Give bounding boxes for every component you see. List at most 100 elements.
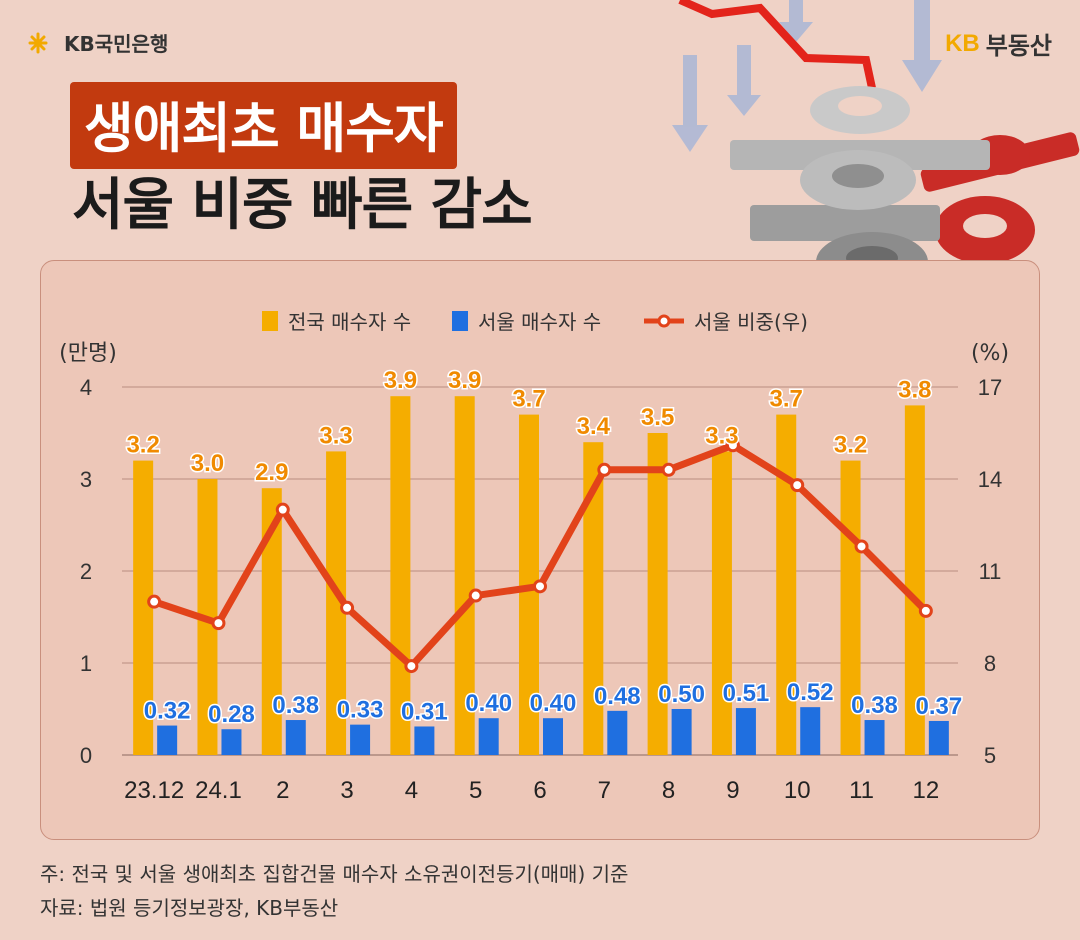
- kb-bank-logo: KB국민은행: [28, 28, 168, 57]
- y-right-tick: 8: [984, 651, 996, 676]
- x-tick-label: 8: [662, 777, 675, 804]
- seoul-share-point: [854, 539, 869, 554]
- seoul-value-label: 0.40: [530, 690, 577, 717]
- seoul-value-label: 0.51: [723, 680, 770, 707]
- brand-name: 부동산: [985, 32, 1052, 60]
- seoul-share-point: [147, 594, 162, 609]
- seoul-bar: [800, 707, 821, 755]
- seoul-bar: [543, 718, 563, 755]
- y-left-tick: 2: [80, 559, 92, 584]
- national-bar: [647, 433, 668, 755]
- brand-kb: KB: [945, 29, 980, 57]
- seoul-bar: [221, 729, 242, 755]
- seoul-bar: [864, 720, 885, 755]
- national-value-label: 3.9: [448, 367, 481, 394]
- legend-label: 서울 비중(우): [694, 310, 808, 334]
- legend-label: 전국 매수자 수: [288, 310, 411, 334]
- y-left-tick: 3: [80, 467, 92, 492]
- national-bar: [776, 414, 797, 755]
- seoul-value-label: 0.52: [787, 679, 834, 706]
- seoul-bar: [735, 708, 756, 755]
- x-tick-label: 9: [726, 777, 739, 804]
- national-value-label: 3.5: [641, 404, 674, 431]
- seoul-bar: [671, 709, 692, 755]
- x-tick-label: 23.12: [124, 777, 184, 804]
- national-bar: [261, 488, 282, 755]
- national-value-label: 3.9: [384, 367, 417, 394]
- national-value-label: 3.2: [126, 432, 159, 459]
- national-value-label: 3.0: [191, 450, 224, 477]
- seoul-value-label: 0.37: [915, 693, 962, 720]
- source-note: 자료: 법원 등기정보광장, KB부동산: [40, 896, 339, 920]
- y-left-tick: 4: [80, 375, 92, 400]
- x-tick-label: 6: [533, 777, 546, 804]
- seoul-share-point: [275, 502, 290, 517]
- legend-swatch: [452, 311, 468, 331]
- national-bar: [583, 442, 604, 755]
- seoul-bar: [478, 718, 499, 755]
- seoul-value-label: 0.48: [594, 683, 641, 710]
- seoul-value-label: 0.50: [658, 681, 705, 708]
- seoul-share-point: [404, 659, 419, 674]
- seoul-value-label: 0.40: [465, 690, 512, 717]
- seoul-share-point: [468, 588, 483, 603]
- x-tick-label: 7: [598, 777, 611, 804]
- y-right-unit: (%): [971, 341, 1009, 366]
- legend-label: 서울 매수자 수: [478, 310, 601, 334]
- seoul-value-label: 0.33: [337, 697, 384, 724]
- seoul-value-label: 0.28: [208, 701, 255, 728]
- national-value-label: 3.2: [834, 432, 867, 459]
- legend-swatch: [657, 314, 671, 328]
- seoul-value-label: 0.38: [851, 692, 898, 719]
- y-right-tick: 5: [984, 743, 996, 768]
- national-bar: [454, 396, 475, 755]
- y-right-tick: 14: [978, 467, 1002, 492]
- seoul-value-label: 0.38: [272, 692, 319, 719]
- national-value-label: 3.4: [577, 413, 611, 440]
- y-left-tick: 0: [80, 743, 92, 768]
- seoul-share-point: [725, 438, 740, 453]
- x-tick-label: 12: [912, 777, 939, 804]
- y-right-tick: 11: [979, 559, 1002, 584]
- national-value-label: 3.7: [512, 386, 545, 413]
- seoul-share-point: [790, 478, 805, 493]
- national-bar: [326, 451, 347, 755]
- x-tick-label: 3: [340, 777, 353, 804]
- seoul-bar: [285, 720, 306, 755]
- seoul-bar: [414, 726, 435, 755]
- national-bar: [904, 405, 925, 755]
- x-tick-label: 24.1: [195, 777, 242, 804]
- x-tick-label: 10: [784, 777, 811, 804]
- national-value-label: 3.7: [770, 386, 803, 413]
- seoul-value-label: 0.32: [144, 698, 191, 725]
- seoul-share-point: [340, 600, 355, 615]
- national-bar: [133, 460, 154, 755]
- seoul-share-point: [597, 462, 612, 477]
- bank-logo-text: KB국민은행: [64, 32, 169, 56]
- legend-swatch: [262, 311, 278, 331]
- seoul-bar: [607, 710, 628, 755]
- title-line1: 생애최초 매수자: [70, 82, 457, 169]
- seoul-share-point: [211, 616, 226, 631]
- footnote: 주: 전국 및 서울 생애최초 집합건물 매수자 소유권이전등기(매매) 기준: [40, 862, 629, 886]
- seoul-bar: [157, 725, 178, 755]
- x-tick-label: 11: [849, 777, 874, 804]
- y-left-tick: 1: [80, 651, 92, 676]
- y-left-unit: (만명): [59, 341, 117, 366]
- kb-real-estate-logo: KB 부동산: [945, 26, 1052, 61]
- x-tick-label: 2: [276, 777, 289, 804]
- seoul-share-point: [918, 603, 933, 618]
- national-value-label: 3.3: [705, 422, 738, 449]
- seoul-share-point: [533, 579, 547, 594]
- national-value-label: 3.3: [319, 422, 352, 449]
- kb-star-icon: [28, 32, 48, 53]
- national-value-label: 2.9: [255, 459, 288, 486]
- title-line2: 서울 비중 빠른 감소: [72, 173, 533, 238]
- x-tick-label: 4: [405, 777, 418, 804]
- national-value-label: 3.8: [898, 376, 931, 403]
- seoul-share-point: [661, 462, 676, 477]
- y-right-tick: 17: [978, 375, 1002, 400]
- national-bar: [711, 451, 732, 755]
- seoul-bar: [350, 724, 371, 755]
